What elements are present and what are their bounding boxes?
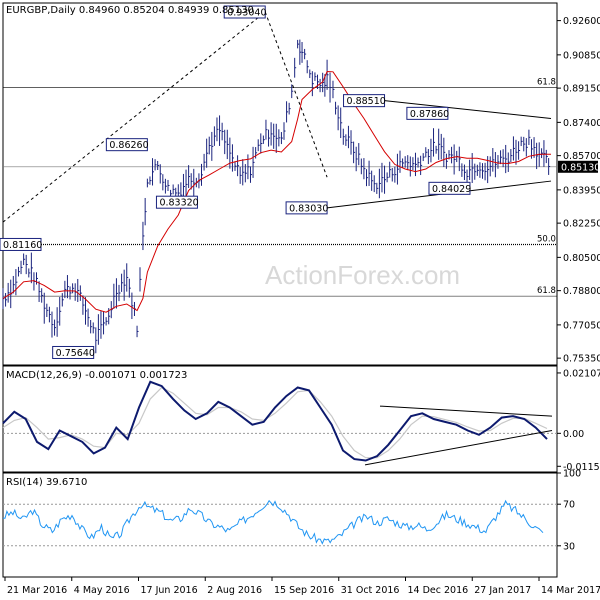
price-ytick-label: 0.78800: [563, 286, 600, 297]
triangle-upper-trendline: [384, 100, 552, 119]
falling-dashed-trendline: [264, 11, 328, 178]
price-annotation-label: 0.81160: [3, 240, 42, 251]
price-ytick-label: 0.80500: [563, 253, 600, 264]
x-tick-label: 14 Dec 2016: [408, 585, 469, 596]
price-ytick-label: 0.92600: [563, 16, 600, 27]
price-ytick-label: 0.87400: [563, 118, 600, 129]
rsi-header: RSI(14) 39.6710: [6, 477, 87, 488]
x-tick-label: 4 May 2016: [74, 585, 130, 596]
rising-dashed-trendline: [2, 11, 266, 223]
price-annotation-label: 0.83030: [289, 203, 328, 214]
price-ytick-label: 0.83950: [563, 185, 600, 196]
x-tick-label: 14 Mar 2017: [541, 585, 600, 596]
watermark-text: ActionForex.com: [265, 260, 460, 290]
price-annotation-box: [0, 237, 42, 251]
fib-level-label: 61.8: [537, 286, 556, 296]
current-price-label: 0.85130: [561, 162, 600, 173]
price-annotation-label: 0.93040: [227, 8, 266, 19]
rsi-ytick-label: 30: [563, 541, 575, 552]
price-annotation-box: [406, 106, 449, 120]
current-price-tag: [558, 160, 598, 173]
x-tick-label: 15 Sep 2016: [274, 585, 334, 596]
x-tick-label: 21 Mar 2016: [7, 585, 67, 596]
macd-header: MACD(12,26,9) -0.001071 0.001723: [6, 370, 187, 381]
macd-panel-frame: [2, 365, 558, 473]
price-annotation-label: 0.86260: [109, 140, 148, 151]
macd-ytick-label: 0.021074: [563, 368, 600, 379]
macd-ytick-label: 0.00: [563, 429, 584, 440]
x-tick-label: 31 Oct 2016: [341, 585, 400, 596]
price-annotation-label: 0.84029: [432, 184, 471, 195]
rsi-ytick-label: 70: [563, 500, 575, 511]
price-annotation-label: 0.83320: [159, 198, 198, 209]
price-annotation-box: [285, 201, 328, 215]
price-annotation-label: 0.75640: [56, 348, 95, 359]
moving-average-line: [2, 70, 552, 313]
price-ytick-label: 0.89150: [563, 84, 600, 95]
price-annotation-box: [428, 181, 471, 195]
price-ytick-label: 0.85700: [563, 151, 600, 162]
macd-lower-trendline: [364, 429, 553, 466]
fib-level-label: 50.0: [537, 234, 556, 244]
price-ytick-label: 0.75350: [563, 354, 600, 365]
price-annotation-box: [155, 195, 198, 209]
price-annotation-box: [52, 345, 95, 359]
price-annotation-box: [223, 5, 266, 19]
price-header: EURGBP,Daily 0.84960 0.85204 0.84939 0.8…: [6, 5, 254, 16]
macd-main-line: [2, 380, 548, 462]
x-tick-label: 17 Jun 2016: [141, 585, 198, 596]
price-annotation-box: [105, 138, 148, 152]
price-annotation-label: 0.87860: [410, 109, 449, 120]
price-annotation-box: [343, 94, 386, 108]
price-ytick-label: 0.82250: [563, 219, 600, 230]
price-ytick-label: 0.77050: [563, 320, 600, 331]
x-tick-label: 27 Jan 2017: [474, 585, 531, 596]
rsi-ytick-label: 100: [563, 469, 581, 480]
price-ytick-label: 0.90850: [563, 50, 600, 61]
rsi-panel-frame: [2, 472, 558, 578]
price-annotation-label: 0.88510: [347, 96, 386, 107]
macd-signal-line: [2, 386, 548, 459]
macd-ytick-label: -0.011507: [563, 462, 600, 473]
x-tick-label: 2 Aug 2016: [207, 585, 262, 596]
macd-upper-trendline: [379, 405, 553, 417]
rsi-line: [2, 499, 544, 545]
fib-level-label: 61.8: [537, 78, 556, 88]
